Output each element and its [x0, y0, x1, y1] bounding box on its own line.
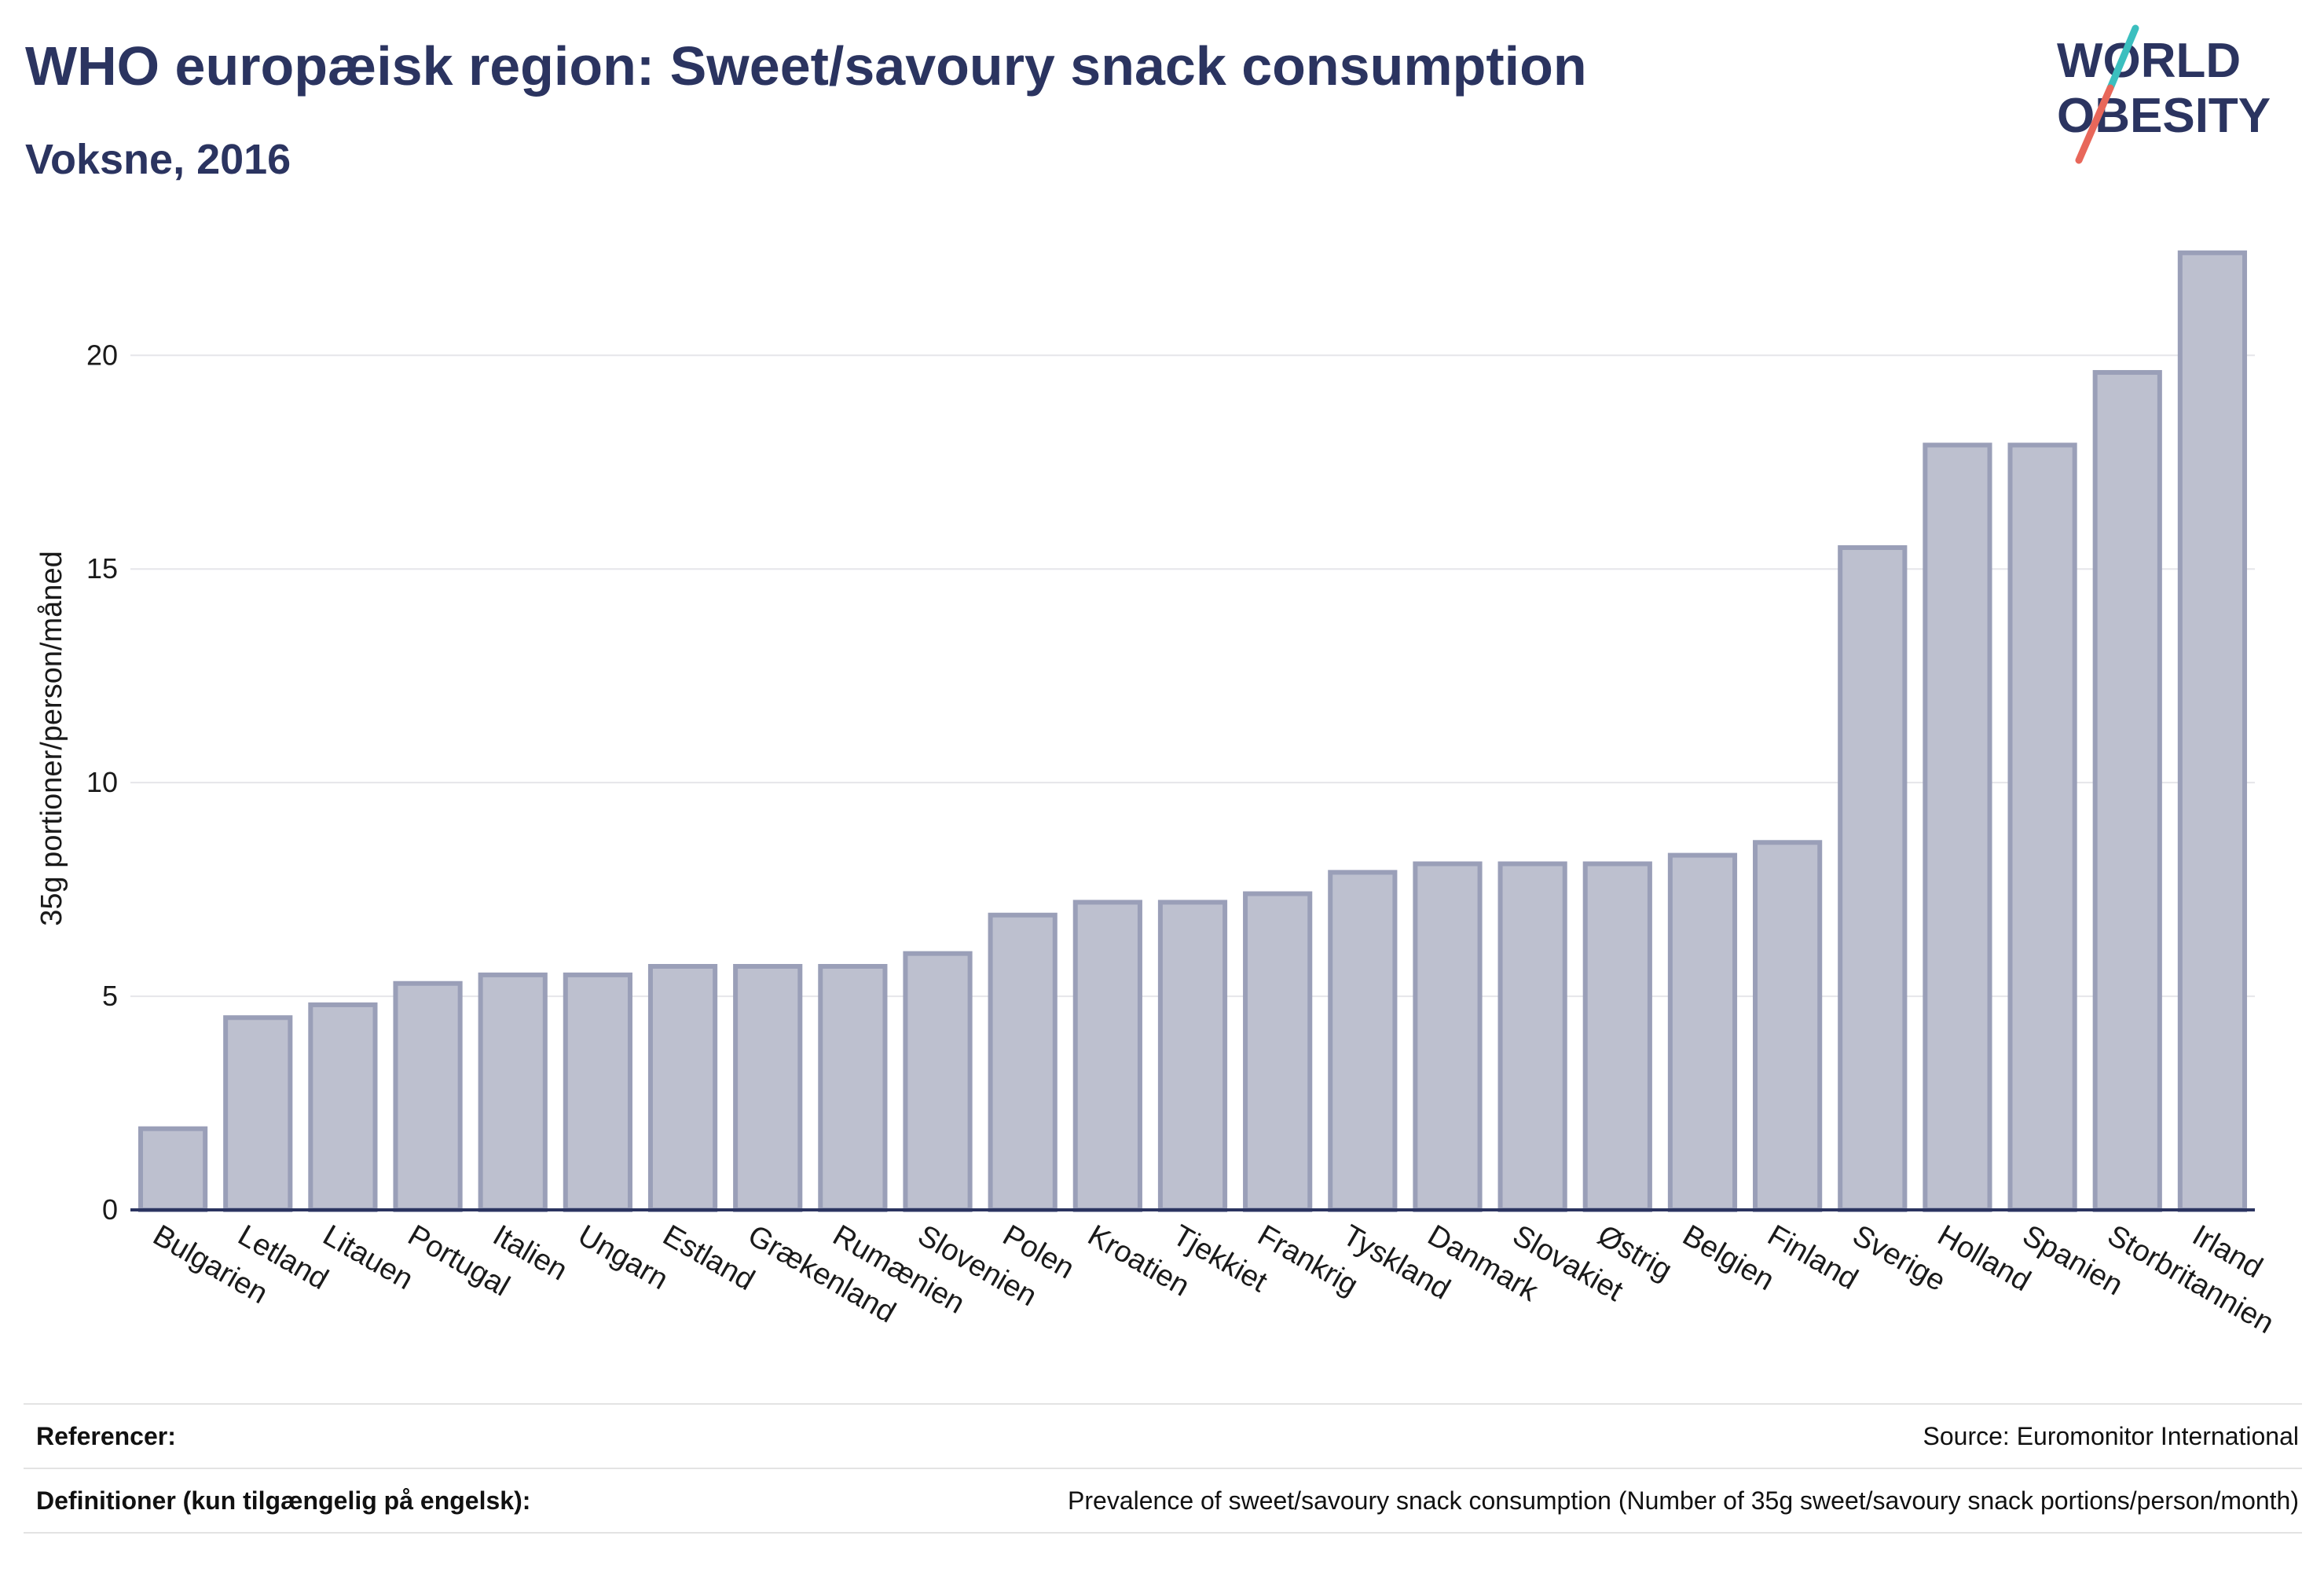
- definitions-row: Definitioner (kun tilgængelig på engelsk…: [24, 1468, 2302, 1534]
- chart-title: WHO europæisk region: Sweet/savoury snac…: [25, 35, 1587, 97]
- bar: [1582, 861, 1652, 1212]
- bar: [1667, 852, 1738, 1212]
- bar: [647, 964, 718, 1212]
- references-row: Referencer: Source: Euromonitor Internat…: [24, 1403, 2302, 1468]
- bar: [2092, 370, 2162, 1213]
- y-tick-label: 0: [102, 1193, 118, 1226]
- bar: [1157, 900, 1228, 1212]
- logo-slash-top: [2106, 24, 2139, 92]
- x-tick-label: Litauen: [317, 1219, 419, 1296]
- y-tick-label: 5: [102, 980, 118, 1012]
- definitions-value: Prevalence of sweet/savoury snack consum…: [1068, 1486, 2299, 1515]
- x-tick-label: Holland: [1932, 1219, 2036, 1298]
- logo-slash-bottom: [2075, 84, 2114, 164]
- bar: [903, 951, 973, 1212]
- bar: [137, 1126, 208, 1212]
- bar: [308, 1002, 378, 1213]
- bar: [563, 972, 632, 1212]
- chart-subtitle: Voksne, 2016: [25, 136, 291, 183]
- bar: [2177, 250, 2248, 1212]
- y-tick-label: 15: [86, 552, 118, 585]
- bar: [1243, 891, 1313, 1212]
- bar: [733, 964, 803, 1212]
- bars: [137, 250, 2248, 1213]
- y-axis-ticks: 0 5 10 15 20: [86, 339, 118, 1226]
- references-value: Source: Euromonitor International: [1923, 1421, 2299, 1450]
- y-tick-label: 20: [86, 339, 118, 371]
- x-tick-label: Sverige: [1847, 1219, 1952, 1298]
- x-tick-label: Estland: [658, 1219, 761, 1297]
- x-tick-label: Belgien: [1677, 1219, 1780, 1297]
- bar-chart: 0 5 10 15 20 BulgarienLetlandLitauenPortugal…: [35, 250, 2280, 1340]
- bar: [1838, 545, 1908, 1212]
- definitions-label: Definitioner (kun tilgængelig på engelsk…: [36, 1486, 531, 1515]
- y-axis-title: 35g portioner/person/måned: [35, 551, 68, 925]
- bar: [1923, 442, 1992, 1212]
- bar: [478, 972, 548, 1212]
- bar: [393, 980, 463, 1212]
- bar: [1753, 840, 1823, 1213]
- bar: [223, 1015, 293, 1213]
- y-tick-label: 10: [86, 766, 118, 798]
- bar: [1328, 870, 1398, 1212]
- bar: [1413, 861, 1483, 1212]
- bar: [1497, 861, 1567, 1212]
- bar: [818, 964, 888, 1212]
- x-tick-label: Finland: [1762, 1219, 1864, 1296]
- world-obesity-logo: WORLD OBESITY: [2057, 24, 2271, 164]
- bar: [1072, 900, 1142, 1212]
- logo-line1: WORLD: [2057, 34, 2241, 88]
- references-label: Referencer:: [36, 1421, 176, 1450]
- x-tick-label: Ungarn: [572, 1219, 673, 1296]
- bar: [988, 912, 1058, 1212]
- bar: [2007, 442, 2077, 1212]
